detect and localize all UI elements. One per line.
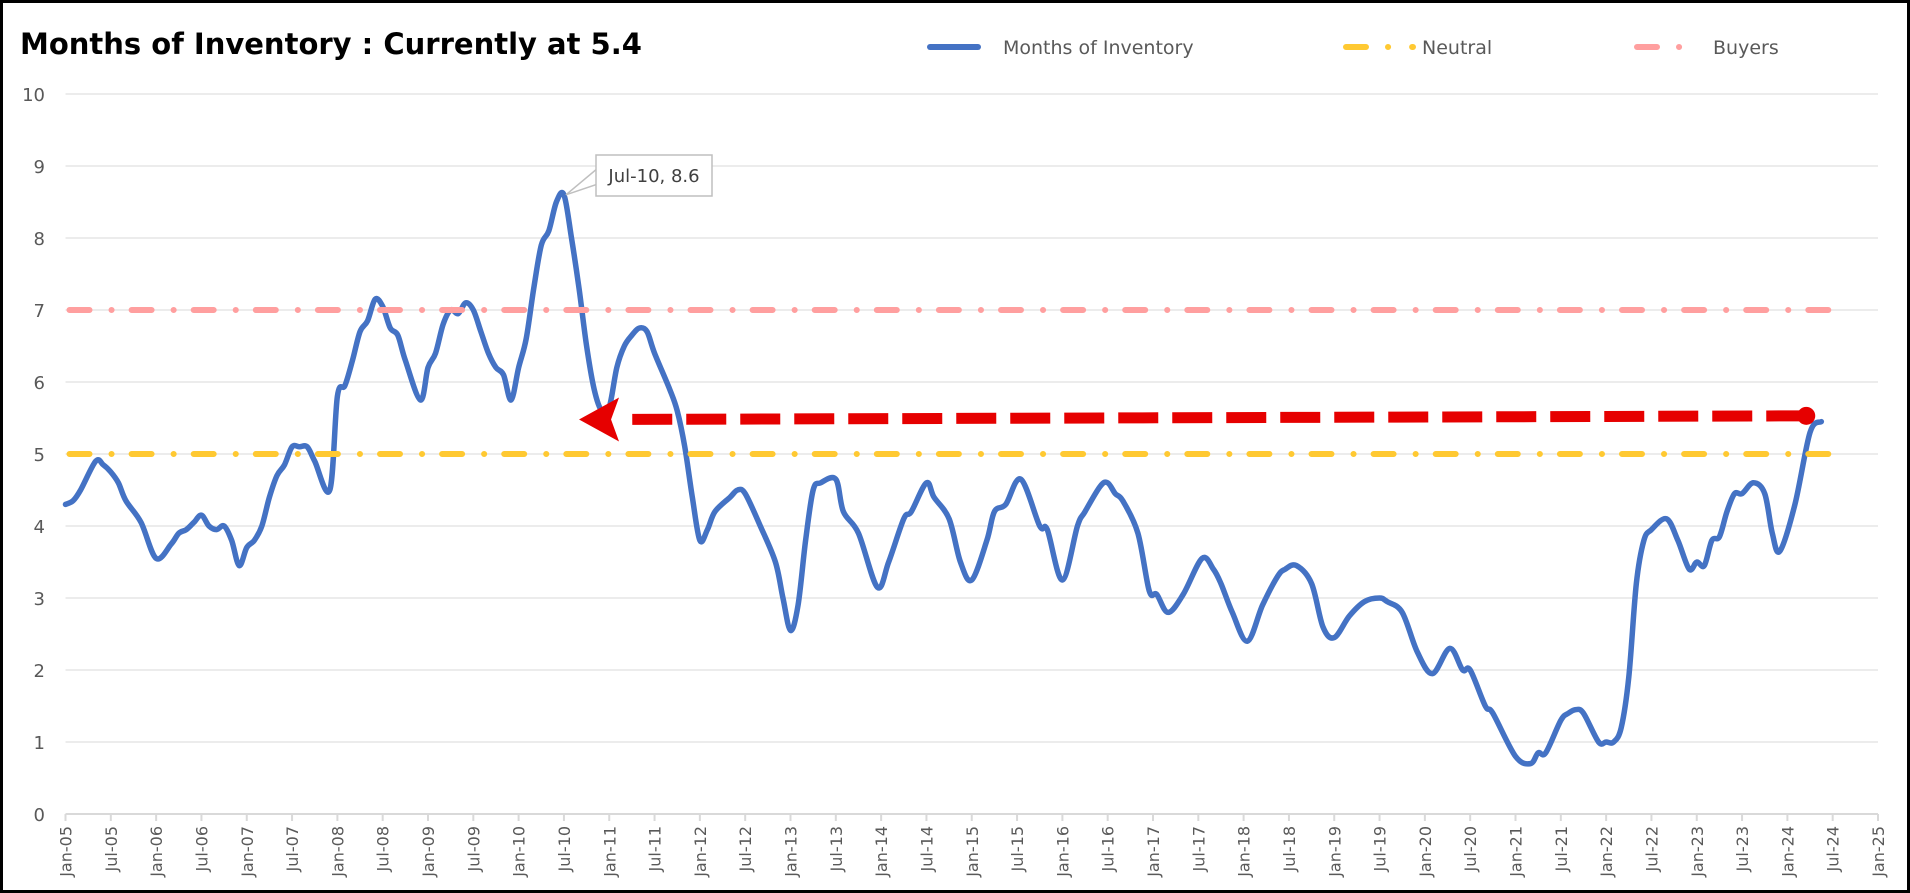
x-tick-label: Jan-20: [1416, 826, 1435, 878]
x-axis: Jan-05 Jul-05 Jan-06 Jul-06 Jan-07 Jul-07 Jan-…: [57, 813, 1888, 878]
x-tick-label: Jul-08: [374, 826, 393, 872]
x-tick-label: Jul-21: [1552, 826, 1571, 872]
x-tick-label: Jul-15: [1008, 826, 1027, 872]
x-tick-label: Jan-22: [1597, 826, 1616, 878]
x-tick-label: Jan-10: [510, 826, 529, 878]
x-tick-label: Jan-07: [238, 826, 257, 878]
legend: Months of Inventory Neutral Buyers: [927, 37, 1779, 59]
x-tick-label: Jul-10: [555, 826, 574, 872]
x-tick-label: Jan-11: [600, 826, 619, 878]
x-tick-label: Jan-06: [147, 826, 166, 878]
arrow-head-icon: [579, 397, 620, 442]
y-tick-label: 2: [34, 661, 45, 682]
x-tick-label: Jan-05: [57, 826, 76, 878]
legend-label: Months of Inventory: [1003, 37, 1194, 59]
chart-title: Months of Inventory : Currently at 5.4: [20, 27, 642, 61]
x-tick-label: Jan-16: [1053, 826, 1072, 878]
x-tick-label: Jan-19: [1325, 826, 1344, 878]
x-tick-label: Jul-16: [1099, 826, 1118, 872]
y-tick-label: 7: [34, 301, 45, 322]
annotations: Jul-10, 8.6: [565, 154, 1816, 442]
x-tick-label: Jul-06: [192, 826, 211, 872]
x-tick-label: Jul-22: [1642, 826, 1661, 872]
legend-label: Buyers: [1713, 37, 1779, 59]
callout-label: Jul-10, 8.6: [607, 166, 699, 187]
x-tick-label: Jul-19: [1371, 826, 1390, 872]
x-tick-label: Jan-14: [872, 826, 891, 878]
legend-label: Neutral: [1422, 37, 1492, 59]
x-tick-label: Jan-18: [1235, 826, 1254, 878]
x-tick-label: Jan-12: [691, 826, 710, 878]
y-tick-label: 8: [34, 229, 45, 250]
y-tick-label: 1: [34, 733, 45, 754]
y-tick-label: 5: [34, 445, 45, 466]
x-tick-label: Jan-08: [328, 826, 347, 878]
x-tick-label: Jul-09: [464, 826, 483, 872]
x-tick-label: Jul-05: [102, 826, 121, 872]
x-tick-label: Jan-25: [1869, 826, 1888, 878]
x-tick-label: Jul-11: [646, 826, 665, 872]
x-tick-label: Jan-21: [1507, 826, 1526, 878]
y-tick-label: 0: [34, 805, 45, 826]
x-tick-label: Jan-23: [1688, 826, 1707, 878]
x-tick-label: Jan-13: [782, 826, 801, 878]
y-tick-label: 4: [34, 517, 45, 538]
y-axis: 0 1 2 3 4 5 6 7 8 9 10: [22, 85, 45, 826]
x-tick-label: Jan-09: [419, 826, 438, 878]
y-tick-label: 6: [34, 373, 45, 394]
x-tick-label: Jul-18: [1280, 826, 1299, 872]
y-tick-label: 9: [34, 157, 45, 178]
callout-box: [595, 154, 713, 197]
x-tick-label: Jan-17: [1144, 826, 1163, 878]
x-tick-label: Jul-24: [1824, 826, 1843, 872]
x-tick-label: Jul-13: [827, 826, 846, 872]
x-tick-label: Jul-23: [1733, 826, 1752, 872]
x-tick-label: Jan-24: [1778, 826, 1797, 878]
y-tick-label: 10: [22, 85, 45, 106]
x-tick-label: Jul-12: [736, 826, 755, 872]
current-value-marker: [1797, 406, 1816, 425]
red-dashed-arrow-line: [619, 410, 1807, 425]
callout-pointer: [565, 166, 599, 196]
x-tick-label: Jul-07: [283, 826, 302, 872]
y-tick-label: 3: [34, 589, 45, 610]
x-tick-label: Jul-20: [1461, 826, 1480, 872]
x-tick-label: Jul-17: [1189, 826, 1208, 872]
series-line-months-of-inventory: [62, 189, 1825, 767]
x-tick-label: Jul-14: [917, 826, 936, 872]
series-layer: [62, 189, 1836, 767]
x-tick-label: Jan-15: [963, 826, 982, 878]
